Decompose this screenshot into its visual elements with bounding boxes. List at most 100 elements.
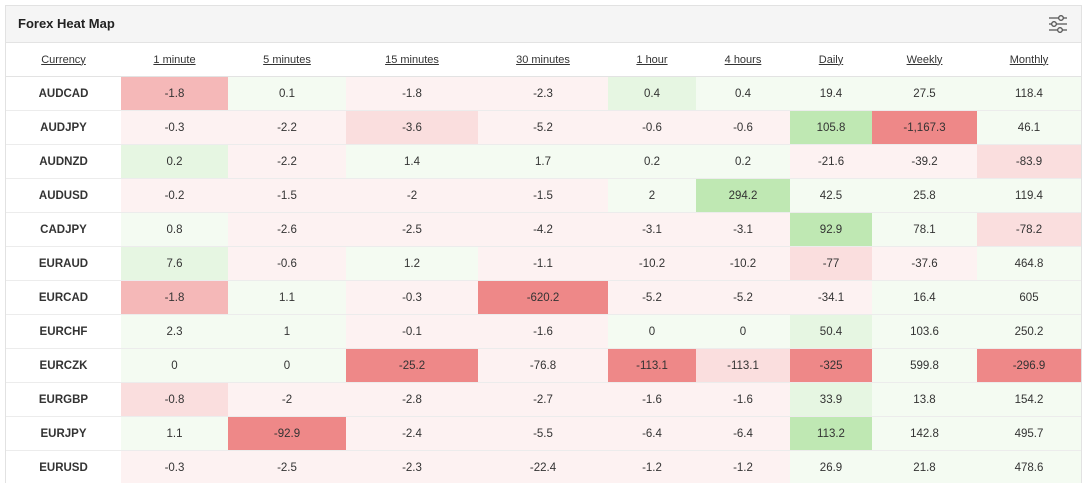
column-header[interactable]: 30 minutes bbox=[478, 43, 608, 77]
heat-cell: 13.8 bbox=[872, 382, 977, 417]
widget-header: Forex Heat Map bbox=[6, 6, 1081, 43]
heat-cell: -39.2 bbox=[872, 144, 977, 179]
heat-cell: 250.2 bbox=[977, 314, 1081, 349]
heat-cell: 0 bbox=[121, 348, 228, 383]
heat-cell: -5.2 bbox=[608, 280, 696, 315]
heat-cell: 2 bbox=[608, 178, 696, 213]
table-row: AUDNZD 0.2 -2.2 1.4 1.7 0.2 0.2 -21.6 -39.2 -83.9 bbox=[6, 144, 1081, 179]
heat-cell: -2.6 bbox=[228, 212, 346, 247]
heat-cell: -92.9 bbox=[228, 416, 346, 451]
heat-cell: 1.2 bbox=[346, 246, 478, 281]
table-row: EURCHF 2.3 1 -0.1 -1.6 0 0 50.4 103.6 250.2 bbox=[6, 314, 1081, 349]
table-row: EURCZK 0 0 -25.2 -76.8 -113.1 -113.1 -325 599.8-… bbox=[6, 348, 1081, 383]
heat-cell: -1.5 bbox=[478, 178, 608, 213]
table-row: AUDCAD -1.8 0.1 -1.8 -2.3 0.4 0.4 19.4 27.5 118.4 bbox=[6, 76, 1081, 111]
heat-cell: 0.2 bbox=[696, 144, 790, 179]
column-header-label[interactable]: Currency bbox=[41, 53, 86, 66]
column-header-label[interactable]: Daily bbox=[818, 53, 844, 66]
column-header-label[interactable]: Weekly bbox=[906, 53, 943, 66]
heat-cell: 0.2 bbox=[608, 144, 696, 179]
currency-pair-cell: EURCAD bbox=[6, 280, 121, 315]
heat-cell: -0.3 bbox=[121, 450, 228, 483]
heat-cell: -1.5 bbox=[228, 178, 346, 213]
heat-cell: -1.6 bbox=[608, 382, 696, 417]
heat-cell: 105.8 bbox=[790, 110, 872, 145]
heat-cell: -113.1 bbox=[696, 348, 790, 383]
heat-cell: -1.6 bbox=[696, 382, 790, 417]
column-header-label[interactable]: 5 minutes bbox=[263, 53, 311, 66]
heat-cell: -76.8 bbox=[478, 348, 608, 383]
heat-cell: 50.4 bbox=[790, 314, 872, 349]
currency-pair-cell: EURCZK bbox=[6, 348, 121, 383]
widget-title: Forex Heat Map bbox=[18, 16, 115, 31]
column-header[interactable]: Daily bbox=[790, 43, 872, 77]
column-header-label[interactable]: Monthly bbox=[1009, 53, 1049, 66]
heat-cell: -34.1 bbox=[790, 280, 872, 315]
column-header[interactable]: 15 minutes bbox=[346, 43, 478, 77]
heat-cell: -10.2 bbox=[696, 246, 790, 281]
column-header[interactable]: Weekly bbox=[872, 43, 977, 77]
heat-cell: -1.2 bbox=[608, 450, 696, 483]
column-header-label[interactable]: 1 minute bbox=[153, 53, 196, 66]
heat-cell: 1.1 bbox=[228, 280, 346, 315]
currency-pair-cell: EURJPY bbox=[6, 416, 121, 451]
heat-cell: 154.2 bbox=[977, 382, 1081, 417]
heat-cell: 0.4 bbox=[608, 76, 696, 111]
heat-cell: -5.5 bbox=[478, 416, 608, 451]
heat-cell: 119.4 bbox=[977, 178, 1081, 213]
heat-cell: 21.8 bbox=[872, 450, 977, 483]
column-header-label[interactable]: 4 hours bbox=[724, 53, 762, 66]
heat-cell: -83.9 bbox=[977, 144, 1081, 179]
heat-cell: -1.1 bbox=[478, 246, 608, 281]
column-header[interactable]: Currency bbox=[6, 43, 121, 77]
heat-cell: -6.4 bbox=[608, 416, 696, 451]
heat-cell: 1 bbox=[228, 314, 346, 349]
column-header[interactable]: 4 hours bbox=[696, 43, 790, 77]
table-row: EURJPY 1.1 -92.9 -2.4 -5.5 -6.4 -6.4 113.2 142.8… bbox=[6, 416, 1081, 451]
heat-cell: -0.6 bbox=[696, 110, 790, 145]
column-header[interactable]: 5 minutes bbox=[228, 43, 346, 77]
heat-cell: 19.4 bbox=[790, 76, 872, 111]
heat-cell: 495.7 bbox=[977, 416, 1081, 451]
heat-cell: -113.1 bbox=[608, 348, 696, 383]
heat-cell: -2.7 bbox=[478, 382, 608, 417]
column-header-label[interactable]: 1 hour bbox=[636, 53, 668, 66]
currency-pair-cell: AUDJPY bbox=[6, 110, 121, 145]
heat-cell: -0.2 bbox=[121, 178, 228, 213]
heat-cell: -325 bbox=[790, 348, 872, 383]
table-row: EURCAD -1.8 1.1 -0.3 -620.2 -5.2 -5.2 -34.1 16.4… bbox=[6, 280, 1081, 315]
heat-cell: 46.1 bbox=[977, 110, 1081, 145]
currency-pair-cell: EURUSD bbox=[6, 450, 121, 483]
heat-cell: -77 bbox=[790, 246, 872, 281]
heat-cell: 78.1 bbox=[872, 212, 977, 247]
heat-cell: -10.2 bbox=[608, 246, 696, 281]
column-header[interactable]: Monthly bbox=[977, 43, 1081, 77]
currency-pair-cell: EURGBP bbox=[6, 382, 121, 417]
table-row: CADJPY 0.8 -2.6 -2.5 -4.2 -3.1 -3.1 92.9 78.1 -78… bbox=[6, 212, 1081, 247]
heat-cell: -2.5 bbox=[228, 450, 346, 483]
table-row: EURAUD 7.6 -0.6 1.2 -1.1 -10.2 -10.2 -77 -37.6 46… bbox=[6, 246, 1081, 281]
heat-cell: -2 bbox=[346, 178, 478, 213]
heat-cell: 0.4 bbox=[696, 76, 790, 111]
heat-cell: 113.2 bbox=[790, 416, 872, 451]
heat-cell: -78.2 bbox=[977, 212, 1081, 247]
heat-cell: -0.6 bbox=[228, 246, 346, 281]
column-header[interactable]: 1 minute bbox=[121, 43, 228, 77]
heat-cell: 1.1 bbox=[121, 416, 228, 451]
heat-cell: 16.4 bbox=[872, 280, 977, 315]
heat-cell: -620.2 bbox=[478, 280, 608, 315]
heat-cell: 25.8 bbox=[872, 178, 977, 213]
heat-cell: 118.4 bbox=[977, 76, 1081, 111]
heat-cell: 294.2 bbox=[696, 178, 790, 213]
column-header-label[interactable]: 15 minutes bbox=[385, 53, 439, 66]
column-header-label[interactable]: 30 minutes bbox=[516, 53, 570, 66]
table-header-row: Currency 1 minute 5 minutes 15 minutes 30 mi… bbox=[6, 43, 1081, 77]
heat-cell: -2.3 bbox=[478, 76, 608, 111]
currency-pair-cell: EURCHF bbox=[6, 314, 121, 349]
currency-pair-cell: EURAUD bbox=[6, 246, 121, 281]
heat-cell: 0.1 bbox=[228, 76, 346, 111]
heat-cell: -5.2 bbox=[696, 280, 790, 315]
sliders-icon[interactable] bbox=[1047, 13, 1069, 35]
column-header[interactable]: 1 hour bbox=[608, 43, 696, 77]
heat-cell: -4.2 bbox=[478, 212, 608, 247]
